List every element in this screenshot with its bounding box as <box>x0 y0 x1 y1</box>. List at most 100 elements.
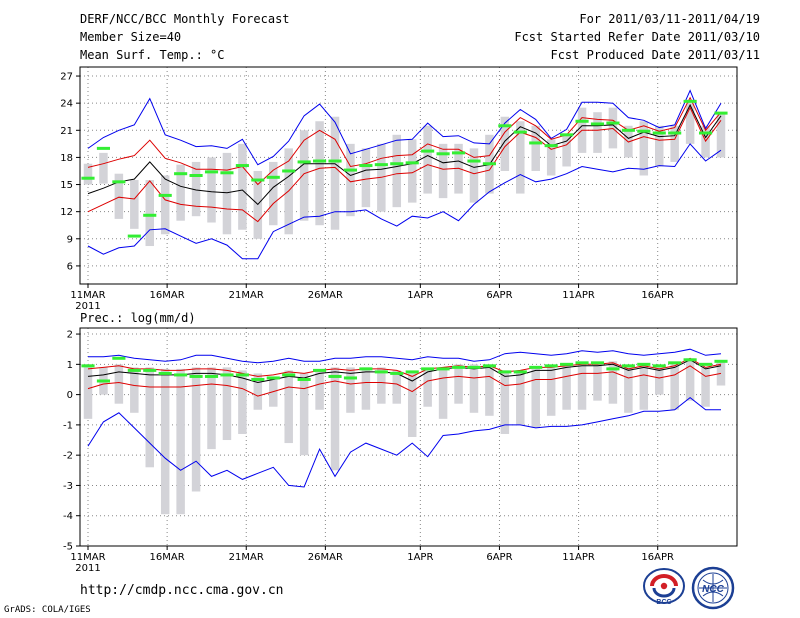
temp-observed-mark <box>158 193 172 197</box>
temp-observed-mark <box>328 159 342 163</box>
precip-range-bar <box>423 370 432 407</box>
temp-ytick-label: 9 <box>67 234 73 245</box>
temp-range-bar <box>207 157 216 223</box>
precip-observed-mark <box>374 370 388 374</box>
precip-ytick-label: 1 <box>67 360 73 371</box>
precip-range-bar <box>299 373 309 456</box>
precip-range-bar <box>253 373 263 410</box>
temp-range-bar <box>469 148 479 203</box>
temp-series-min <box>87 143 722 260</box>
precip-observed-mark <box>328 374 342 378</box>
precip-range-bar <box>315 370 324 410</box>
temp-xtick-label: 16MAR <box>150 290 185 301</box>
precip-observed-mark <box>235 373 249 377</box>
temp-range-bar <box>315 121 324 226</box>
temp-observed-mark <box>96 146 111 150</box>
precip-range-bar <box>207 367 216 450</box>
temp-observed-mark <box>652 131 666 135</box>
temp-range-bar <box>361 148 371 208</box>
precip-range-bar <box>685 358 695 401</box>
precip-range-bar <box>469 364 479 413</box>
temp-observed-mark <box>421 149 435 153</box>
precip-range-bar <box>160 368 170 515</box>
precip-range-bar <box>83 364 93 419</box>
precip-observed-mark <box>343 376 358 380</box>
precip-observed-mark <box>127 368 141 372</box>
ncc-logo: NCC <box>691 566 735 610</box>
temp-observed-mark <box>498 124 512 128</box>
temp-observed-mark <box>204 170 219 174</box>
temp-observed-mark <box>683 99 697 103</box>
precip-xtick-label: 26MAR <box>308 552 343 563</box>
precip-observed-mark <box>451 365 466 369</box>
temp-range-bar <box>423 125 432 194</box>
temp-range-bar <box>330 116 340 230</box>
temp-observed-mark <box>482 162 496 166</box>
precip-observed-mark <box>436 367 450 371</box>
precip-xtick-label: 11APR <box>562 552 595 563</box>
precip-range-bar <box>608 361 618 404</box>
temp-xtick-label: 26MAR <box>308 290 343 301</box>
temp-range-bar <box>114 173 124 219</box>
temp-range-bar <box>407 139 417 203</box>
temp-observed-mark <box>637 129 651 133</box>
precip-observed-mark <box>668 361 682 365</box>
temp-range-bar <box>500 116 510 171</box>
temp-observed-mark <box>668 131 682 135</box>
temp-range-bar <box>562 134 571 167</box>
precip-observed-mark <box>544 364 558 368</box>
temp-ytick-label: 27 <box>60 72 73 83</box>
temp-observed-mark <box>313 159 327 163</box>
temp-ytick-label: 21 <box>60 126 73 137</box>
forecast-period-label: For 2011/03/11-2011/04/19 <box>579 12 760 26</box>
precip-observed-mark <box>174 373 188 377</box>
temp-observed-mark <box>621 128 635 132</box>
precip-range-bar <box>670 364 679 410</box>
precip-range-bar <box>593 364 602 401</box>
precip-series-p75 <box>87 357 722 377</box>
temp-observed-mark <box>143 213 157 217</box>
precip-observed-mark <box>467 365 481 369</box>
precip-observed-mark <box>390 371 404 375</box>
temp-range-bar <box>546 139 556 176</box>
precip-observed-mark <box>143 368 157 372</box>
precip-observed-mark <box>313 368 327 372</box>
precip-range-bar <box>176 368 185 515</box>
precip-range-bar <box>284 370 293 444</box>
precip-observed-mark <box>297 377 311 381</box>
temp-range-bar <box>99 152 108 184</box>
precip-range-bar <box>346 367 355 413</box>
precip-range-bar <box>485 364 494 416</box>
temp-range-bar <box>130 180 139 229</box>
temp-observed-mark <box>220 171 234 175</box>
temp-observed-mark <box>174 172 188 176</box>
precip-observed-mark <box>513 370 527 374</box>
temp-observed-mark <box>282 169 296 173</box>
temp-ytick-label: 6 <box>67 261 73 272</box>
precip-ytick-label: -5 <box>63 542 73 553</box>
started-refer-date-label: Fcst Started Refer Date 2011/03/10 <box>514 30 760 44</box>
temp-observed-mark <box>451 151 466 155</box>
precip-observed-mark <box>282 373 296 377</box>
ncc-logo-text: NCC <box>702 584 724 595</box>
temp-plot-frame <box>79 66 738 285</box>
precip-observed-mark <box>266 376 280 380</box>
precip-observed-mark <box>204 374 219 378</box>
precip-xtick-label: 6APR <box>486 552 512 563</box>
temp-xtick-label: 11APR <box>562 290 595 301</box>
temp-observed-mark <box>436 152 450 156</box>
precip-observed-mark <box>498 370 512 374</box>
precip-range-bar <box>377 367 386 404</box>
precip-observed-mark <box>575 361 589 365</box>
temp-observed-mark <box>390 162 404 166</box>
temp-range-bar <box>438 143 448 199</box>
precip-observed-mark <box>606 367 620 371</box>
precip-series-min <box>87 396 721 488</box>
precip-range-bar <box>145 367 155 468</box>
precip-range-bar <box>577 364 587 410</box>
temp-range-bar <box>145 180 155 247</box>
precip-series-p25 <box>87 365 722 397</box>
temp-range-bar <box>516 121 525 194</box>
temp-observed-mark <box>343 168 358 172</box>
precip-series-max <box>88 348 722 364</box>
